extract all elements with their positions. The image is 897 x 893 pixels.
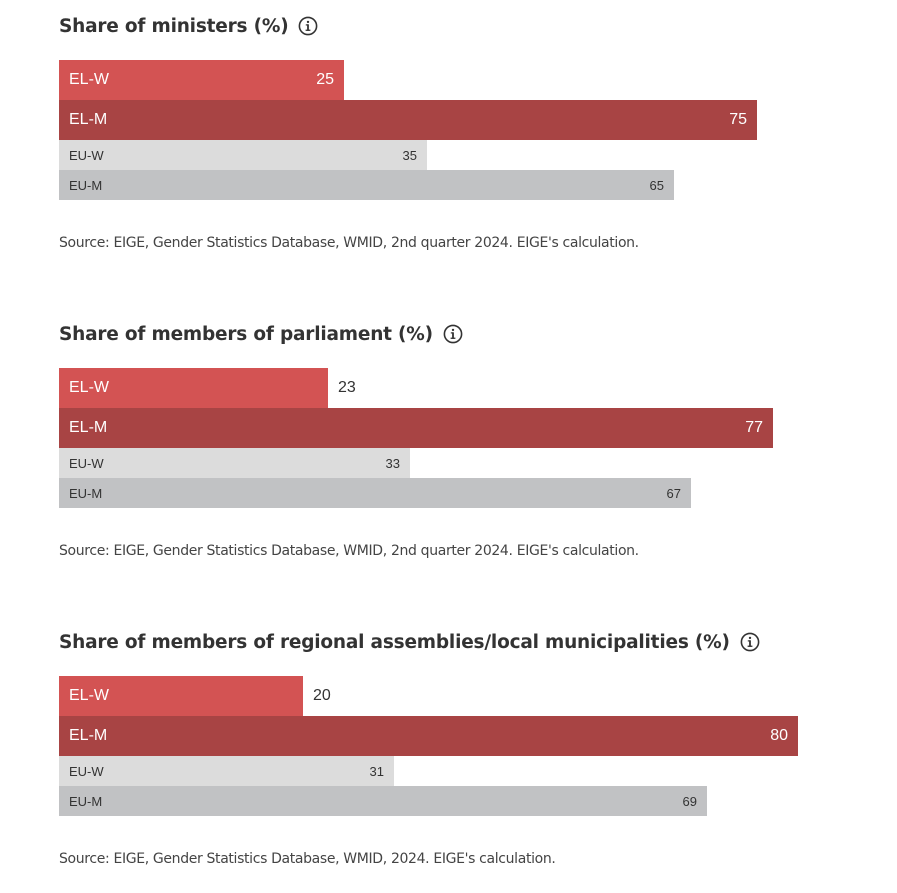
bar-category-cell: EU-M — [59, 170, 138, 200]
chart-title-row: Share of members of parliament (%) — [59, 321, 463, 347]
bar-category-label: EL-W — [69, 687, 109, 704]
bar — [138, 448, 410, 478]
bar-row: EL-M 80 — [59, 716, 839, 756]
bar — [138, 786, 707, 816]
bar-category-label: EU-W — [69, 763, 104, 779]
bar-category-label: EL-W — [69, 379, 109, 396]
chart-panel-ministers: Share of ministers (%) EL-W 25 EL-M 75 EU-W 3… — [59, 13, 839, 263]
bar-category-label: EU-W — [69, 455, 104, 471]
bar — [138, 676, 303, 716]
bar-value-label: 77 — [745, 419, 763, 436]
bar-value-label: 65 — [649, 177, 664, 193]
bar-row: EL-M 77 — [59, 408, 839, 448]
bar-value-label: 20 — [313, 687, 331, 704]
bar — [138, 716, 798, 756]
bar-category-label: EL-M — [69, 419, 108, 436]
bar-category-cell: EL-W — [59, 368, 138, 408]
info-icon[interactable] — [740, 632, 760, 652]
chart-title: Share of ministers (%) — [59, 15, 289, 37]
chart-title: Share of members of parliament (%) — [59, 323, 433, 345]
chart-panel-regional-assemblies: Share of members of regional assemblies/… — [59, 629, 839, 879]
bar — [138, 478, 691, 508]
bar-row: EU-W 31 — [59, 756, 839, 786]
bar-row: EU-W 33 — [59, 448, 839, 478]
bar — [138, 100, 757, 140]
bar-value-label: 69 — [682, 793, 697, 809]
bar-category-label: EU-M — [69, 793, 103, 809]
bar — [138, 408, 773, 448]
bar-value-label: 25 — [316, 71, 334, 88]
bar-category-label: EL-M — [69, 111, 108, 128]
chart-title-row: Share of members of regional assemblies/… — [59, 629, 760, 655]
bar-row: EL-M 75 — [59, 100, 839, 140]
bar-row: EL-W 25 — [59, 60, 839, 100]
bar-category-cell: EL-W — [59, 60, 138, 100]
bar-row: EU-M 65 — [59, 170, 839, 200]
chart-panel-parliament: Share of members of parliament (%) EL-W 2… — [59, 321, 839, 571]
chart-title: Share of members of regional assemblies/… — [59, 631, 730, 653]
bar-value-label: 35 — [402, 147, 417, 163]
bar-category-label: EL-M — [69, 727, 108, 744]
bar-value-label: 75 — [729, 111, 747, 128]
bar-category-label: EL-W — [69, 71, 109, 88]
bar — [138, 368, 328, 408]
bar-chart: EL-W 25 EL-M 75 EU-W 35 EU-M 65 — [59, 60, 839, 200]
bar-value-label: 33 — [385, 455, 400, 471]
bar-value-label: 67 — [666, 485, 681, 501]
bar — [138, 140, 427, 170]
bar-category-cell: EU-M — [59, 786, 138, 816]
bar-row: EU-W 35 — [59, 140, 839, 170]
bar-category-cell: EL-M — [59, 716, 138, 756]
bar — [138, 170, 674, 200]
chart-title-row: Share of ministers (%) — [59, 13, 318, 39]
bar-category-cell: EU-W — [59, 140, 138, 170]
info-icon[interactable] — [298, 16, 318, 36]
bar-category-cell: EL-M — [59, 408, 138, 448]
bar-value-label: 31 — [369, 763, 384, 779]
bar-row: EL-W 20 — [59, 676, 839, 716]
bar-category-cell: EL-W — [59, 676, 138, 716]
bar-chart: EL-W 23 EL-M 77 EU-W 33 EU-M 67 — [59, 368, 839, 508]
bar-category-cell: EU-W — [59, 756, 138, 786]
bar — [138, 756, 394, 786]
chart-source: Source: EIGE, Gender Statistics Database… — [59, 543, 639, 559]
bar-row: EL-W 23 — [59, 368, 839, 408]
bar-value-label: 23 — [338, 379, 356, 396]
bar-category-cell: EU-M — [59, 478, 138, 508]
bar-chart: EL-W 20 EL-M 80 EU-W 31 EU-M 69 — [59, 676, 839, 816]
chart-source: Source: EIGE, Gender Statistics Database… — [59, 235, 639, 251]
bar-category-cell: EL-M — [59, 100, 138, 140]
bar-category-label: EU-M — [69, 177, 103, 193]
bar-row: EU-M 69 — [59, 786, 839, 816]
bar-category-cell: EU-W — [59, 448, 138, 478]
bar-row: EU-M 67 — [59, 478, 839, 508]
bar-category-label: EU-W — [69, 147, 104, 163]
bar-value-label: 80 — [770, 727, 788, 744]
bar-category-label: EU-M — [69, 485, 103, 501]
info-icon[interactable] — [443, 324, 463, 344]
bar — [138, 60, 344, 100]
chart-source: Source: EIGE, Gender Statistics Database… — [59, 851, 556, 867]
